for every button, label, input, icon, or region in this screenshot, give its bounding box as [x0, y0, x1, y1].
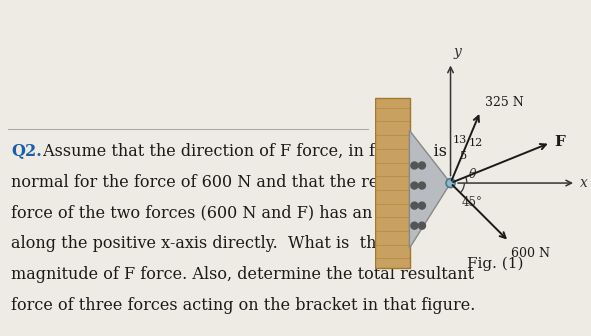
Text: 325 N: 325 N [485, 96, 524, 109]
Text: 13: 13 [453, 135, 467, 144]
Circle shape [411, 182, 418, 189]
Circle shape [418, 182, 426, 189]
Text: force of the two forces (600 N and F) has an effect: force of the two forces (600 N and F) ha… [11, 204, 424, 221]
Text: F: F [554, 135, 566, 149]
Circle shape [411, 162, 418, 169]
Text: normal for the force of 600 N and that the resultant: normal for the force of 600 N and that t… [11, 174, 436, 191]
Text: 12: 12 [469, 138, 483, 148]
Circle shape [411, 202, 418, 209]
Text: x: x [580, 176, 588, 190]
Text: Q2.: Q2. [11, 143, 42, 160]
Text: magnitude of F force. Also, determine the total resultant: magnitude of F force. Also, determine th… [11, 266, 475, 283]
Text: Fig. (1): Fig. (1) [467, 256, 524, 271]
Text: y: y [453, 45, 462, 59]
Circle shape [418, 202, 426, 209]
Text: 600 N: 600 N [511, 247, 550, 260]
Circle shape [446, 178, 455, 187]
Polygon shape [410, 130, 450, 248]
Text: 5: 5 [460, 151, 467, 161]
Text: 45°: 45° [462, 196, 482, 209]
Circle shape [418, 222, 426, 229]
Text: along the positive x-axis directly.  What is  the: along the positive x-axis directly. What… [11, 235, 387, 252]
Circle shape [411, 222, 418, 229]
Text: force of three forces acting on the bracket in that figure.: force of three forces acting on the brac… [11, 297, 476, 313]
Bar [375, 98, 410, 268]
Text: θ: θ [469, 168, 476, 181]
Circle shape [418, 162, 426, 169]
Text: Assume that the direction of F force, in fig. (1), is: Assume that the direction of F force, in… [38, 143, 447, 160]
